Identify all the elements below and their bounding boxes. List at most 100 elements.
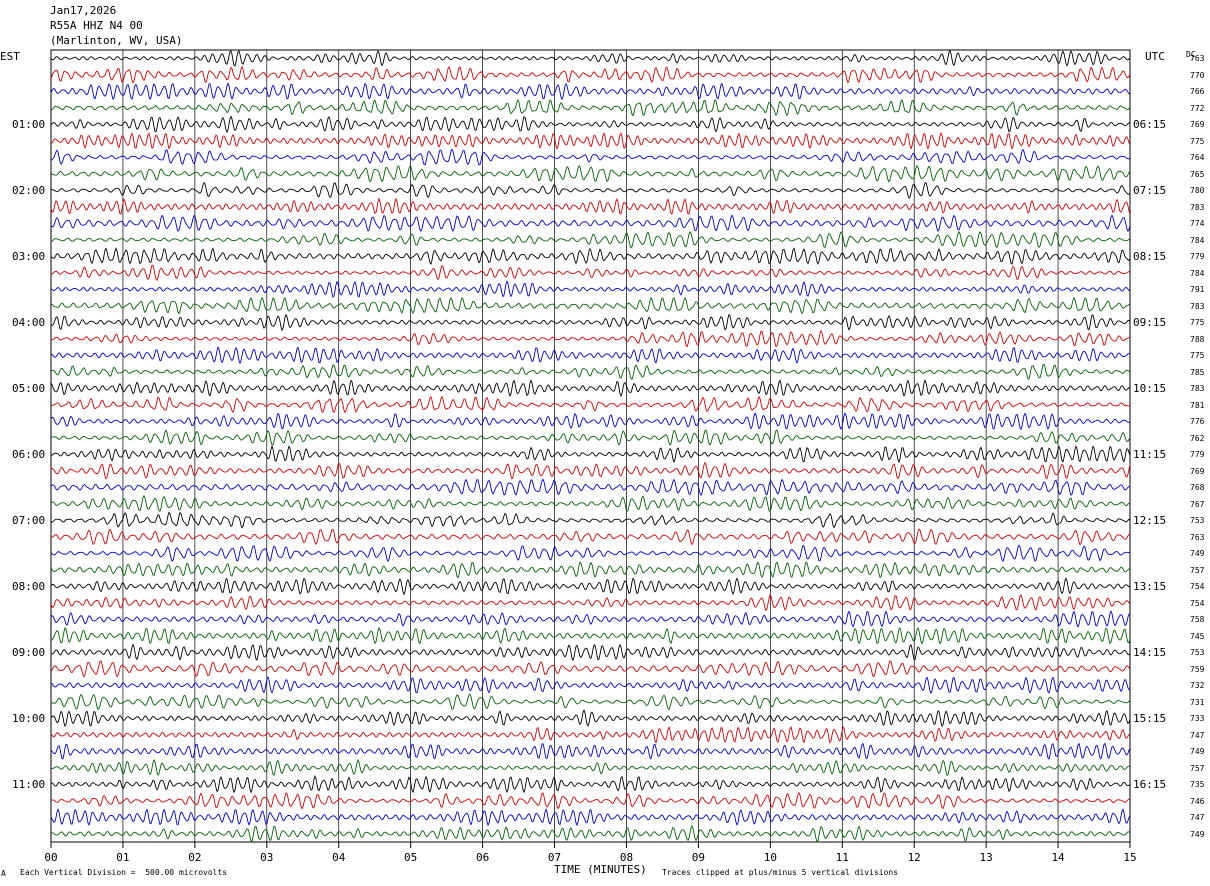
dc-offset-value: 733	[1190, 714, 1205, 724]
dc-offset-value: 745	[1190, 631, 1205, 641]
x-axis-title: TIME (MINUTES)	[554, 863, 647, 876]
dc-offset-value: 783	[1190, 202, 1205, 212]
seismic-trace	[50, 280, 1131, 298]
seismic-trace	[50, 478, 1131, 497]
dc-offset-value: 781	[1190, 400, 1205, 410]
dc-offset-value: 784	[1190, 268, 1205, 278]
utc-time-label: 07:15	[1133, 184, 1167, 198]
utc-time-label: 09:15	[1133, 316, 1167, 330]
dc-offset-value: 783	[1190, 384, 1205, 394]
seismic-trace	[50, 528, 1131, 546]
dc-offset-value: 769	[1190, 120, 1205, 130]
dc-offset-value: 754	[1190, 582, 1205, 592]
plot-date: Jan17,2026	[50, 4, 117, 17]
dc-offset-value: 747	[1190, 730, 1205, 740]
x-tick-label: 07	[548, 851, 561, 864]
utc-time-label: 13:15	[1133, 580, 1167, 594]
x-tick-label: 02	[188, 851, 201, 864]
dc-offset-value: 758	[1190, 615, 1205, 625]
dc-offset-value: 784	[1190, 235, 1205, 245]
est-time-label: 05:00	[12, 382, 46, 396]
dc-offset-value: 785	[1190, 367, 1205, 377]
seismic-trace	[50, 329, 1131, 348]
dc-offset-value: 770	[1190, 70, 1205, 80]
seismic-trace	[50, 247, 1131, 265]
dc-offset-value: 769	[1190, 466, 1205, 476]
dc-offset-value: 767	[1190, 499, 1205, 509]
dc-offset-value: 749	[1190, 747, 1205, 757]
dc-offset-value: 763	[1190, 54, 1205, 64]
dc-offset-value: 783	[1190, 301, 1205, 311]
corner-mark: A	[1, 869, 6, 878]
seismic-trace	[50, 791, 1131, 810]
est-time-label: 08:00	[12, 580, 46, 594]
seismic-trace	[50, 774, 1131, 794]
x-tick-label: 01	[116, 851, 129, 864]
left-axis-title: EST	[0, 50, 20, 63]
dc-offset-value: 768	[1190, 483, 1205, 493]
x-tick-label: 04	[332, 851, 346, 864]
dc-offset-value: 759	[1190, 664, 1205, 674]
dc-offset-value: 757	[1190, 565, 1205, 575]
utc-time-label: 08:15	[1133, 250, 1167, 264]
dc-offset-value: 746	[1190, 796, 1205, 806]
seismic-trace	[50, 626, 1131, 645]
seismic-trace	[50, 148, 1131, 166]
station-location: (Marlinton, WV, USA)	[50, 34, 183, 47]
utc-time-label: 15:15	[1133, 712, 1167, 726]
seismic-trace	[50, 346, 1131, 365]
dc-offset-value: 766	[1190, 87, 1205, 97]
seismic-trace	[50, 561, 1131, 579]
seismic-trace	[50, 758, 1131, 777]
seismic-trace	[50, 429, 1131, 446]
seismic-trace	[50, 296, 1131, 315]
seismic-trace	[50, 181, 1131, 199]
seismic-trace	[50, 197, 1131, 215]
seismic-trace	[50, 65, 1131, 84]
seismic-trace	[50, 742, 1131, 760]
dc-offset-value: 747	[1190, 813, 1205, 823]
seismic-trace	[50, 725, 1131, 744]
dc-offset-value: 774	[1190, 219, 1205, 229]
seismic-trace	[50, 610, 1131, 628]
dc-offset-value: 772	[1190, 103, 1205, 113]
dc-offset-value: 779	[1190, 252, 1205, 262]
seismic-trace	[50, 660, 1131, 678]
seismic-trace	[50, 676, 1131, 695]
seismic-trace	[50, 594, 1131, 612]
est-time-label: 11:00	[12, 778, 46, 792]
seismic-trace	[50, 313, 1131, 332]
utc-time-label: 06:15	[1133, 118, 1167, 132]
x-tick-label: 08	[620, 851, 633, 864]
seismic-trace	[50, 132, 1131, 150]
est-time-label: 07:00	[12, 514, 46, 528]
x-tick-label: 13	[980, 851, 993, 864]
est-time-label: 04:00	[12, 316, 46, 330]
seismic-trace	[50, 544, 1131, 563]
clip-note: Traces clipped at plus/minus 5 vertical …	[662, 868, 899, 877]
seismic-trace	[50, 494, 1131, 513]
seismic-trace	[50, 98, 1131, 117]
dc-offset-value: 749	[1190, 549, 1205, 559]
dc-offset-value: 762	[1190, 433, 1205, 443]
seismic-trace	[50, 445, 1131, 464]
dc-offset-value: 775	[1190, 136, 1205, 146]
dc-offset-value: 775	[1190, 318, 1205, 328]
dc-offset-value: 775	[1190, 351, 1205, 361]
utc-time-label: 16:15	[1133, 778, 1167, 792]
seismic-trace	[50, 379, 1131, 398]
x-tick-label: 12	[908, 851, 921, 864]
dc-offset-value: 763	[1190, 532, 1205, 542]
right-axis-title: UTC	[1145, 50, 1165, 63]
seismic-trace	[50, 643, 1131, 662]
seismic-trace	[50, 412, 1131, 431]
dc-offset-value: 791	[1190, 285, 1205, 295]
utc-time-label: 11:15	[1133, 448, 1167, 462]
est-time-label: 03:00	[12, 250, 46, 264]
x-tick-label: 05	[404, 851, 417, 864]
utc-time-label: 12:15	[1133, 514, 1167, 528]
dc-offset-value: 764	[1190, 153, 1205, 163]
dc-offset-value: 754	[1190, 598, 1205, 608]
seismic-trace	[50, 709, 1131, 728]
dc-offset-value: 765	[1190, 169, 1205, 179]
